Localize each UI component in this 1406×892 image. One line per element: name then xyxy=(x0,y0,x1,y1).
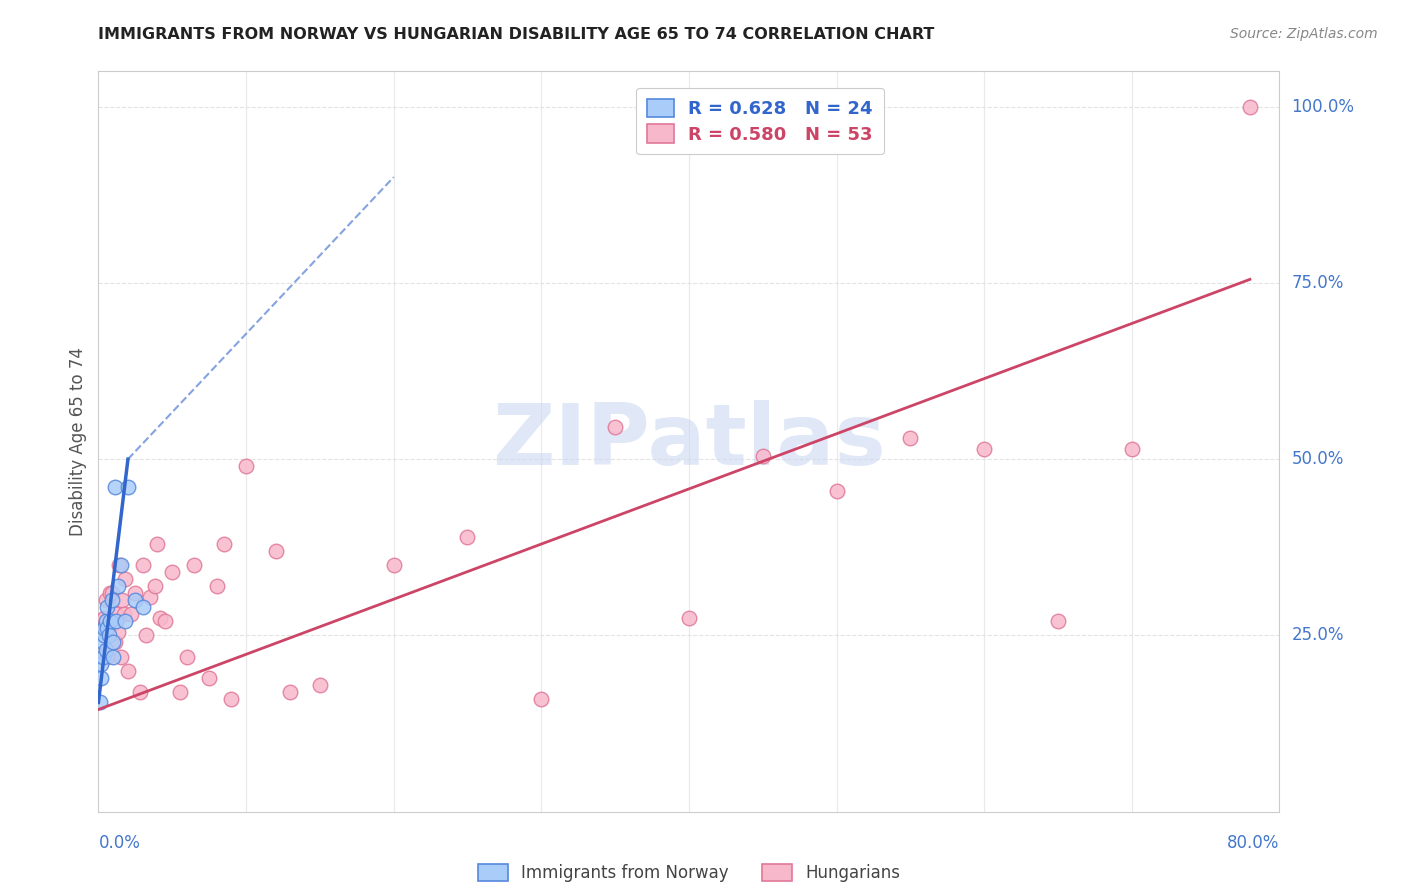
Point xyxy=(111,593,134,607)
Point xyxy=(110,649,132,664)
Point xyxy=(1046,615,1069,629)
Point xyxy=(93,621,115,635)
Point xyxy=(153,615,176,629)
Point xyxy=(104,480,127,494)
Point xyxy=(91,624,114,639)
Point xyxy=(1239,100,1261,114)
Point xyxy=(120,607,142,622)
Text: 80.0%: 80.0% xyxy=(1227,834,1279,852)
Point xyxy=(108,558,131,572)
Point xyxy=(456,530,478,544)
Text: 25.0%: 25.0% xyxy=(1291,626,1344,644)
Point xyxy=(96,621,118,635)
Point xyxy=(128,685,150,699)
Point xyxy=(176,649,198,664)
Point xyxy=(139,590,162,604)
Point xyxy=(103,649,125,664)
Point xyxy=(162,565,183,579)
Legend: Immigrants from Norway, Hungarians: Immigrants from Norway, Hungarians xyxy=(471,857,907,888)
Point xyxy=(107,624,129,639)
Point xyxy=(124,593,146,607)
Point xyxy=(205,579,228,593)
Point xyxy=(678,611,700,625)
Point xyxy=(264,544,287,558)
Point xyxy=(149,611,172,625)
Text: IMMIGRANTS FROM NORWAY VS HUNGARIAN DISABILITY AGE 65 TO 74 CORRELATION CHART: IMMIGRANTS FROM NORWAY VS HUNGARIAN DISA… xyxy=(98,27,935,42)
Text: Source: ZipAtlas.com: Source: ZipAtlas.com xyxy=(1230,27,1378,41)
Text: 100.0%: 100.0% xyxy=(1291,97,1354,116)
Point xyxy=(605,420,627,434)
Point xyxy=(530,692,553,706)
Point xyxy=(212,537,235,551)
Text: ZIPatlas: ZIPatlas xyxy=(492,400,886,483)
Point xyxy=(105,607,128,622)
Point xyxy=(114,615,136,629)
Point xyxy=(97,628,120,642)
Point xyxy=(124,586,146,600)
Point xyxy=(97,621,120,635)
Point xyxy=(94,642,117,657)
Point xyxy=(235,459,257,474)
Point xyxy=(90,657,112,671)
Point xyxy=(114,572,136,586)
Point xyxy=(103,635,125,649)
Point xyxy=(825,483,848,498)
Point xyxy=(1121,442,1143,456)
Point xyxy=(751,449,773,463)
Point xyxy=(96,649,118,664)
Text: 50.0%: 50.0% xyxy=(1291,450,1344,468)
Point xyxy=(103,635,125,649)
Point xyxy=(90,671,112,685)
Point xyxy=(309,678,332,692)
Point xyxy=(93,611,115,625)
Point xyxy=(135,628,157,642)
Point xyxy=(382,558,405,572)
Point xyxy=(117,480,139,494)
Text: 75.0%: 75.0% xyxy=(1291,274,1344,292)
Point xyxy=(103,615,125,629)
Point xyxy=(107,579,129,593)
Point xyxy=(146,537,169,551)
Point xyxy=(98,615,121,629)
Text: 0.0%: 0.0% xyxy=(98,834,141,852)
Point xyxy=(219,692,242,706)
Point xyxy=(973,442,995,456)
Point xyxy=(89,615,111,629)
Point xyxy=(105,615,128,629)
Point xyxy=(132,600,155,615)
Point xyxy=(278,685,302,699)
Point xyxy=(183,558,205,572)
Point xyxy=(104,635,127,649)
Point xyxy=(198,671,221,685)
Point xyxy=(100,586,122,600)
Point xyxy=(143,579,166,593)
Point xyxy=(91,649,114,664)
Point xyxy=(169,685,191,699)
Point xyxy=(96,600,118,615)
Point xyxy=(900,431,922,445)
Point xyxy=(132,558,155,572)
Point xyxy=(93,628,115,642)
Y-axis label: Disability Age 65 to 74: Disability Age 65 to 74 xyxy=(69,347,87,536)
Point xyxy=(98,586,121,600)
Point xyxy=(110,558,132,572)
Point xyxy=(100,593,122,607)
Point xyxy=(89,695,111,709)
Point xyxy=(112,607,135,622)
Point xyxy=(94,593,117,607)
Point xyxy=(117,664,139,678)
Point xyxy=(94,615,117,629)
Point xyxy=(91,635,114,649)
